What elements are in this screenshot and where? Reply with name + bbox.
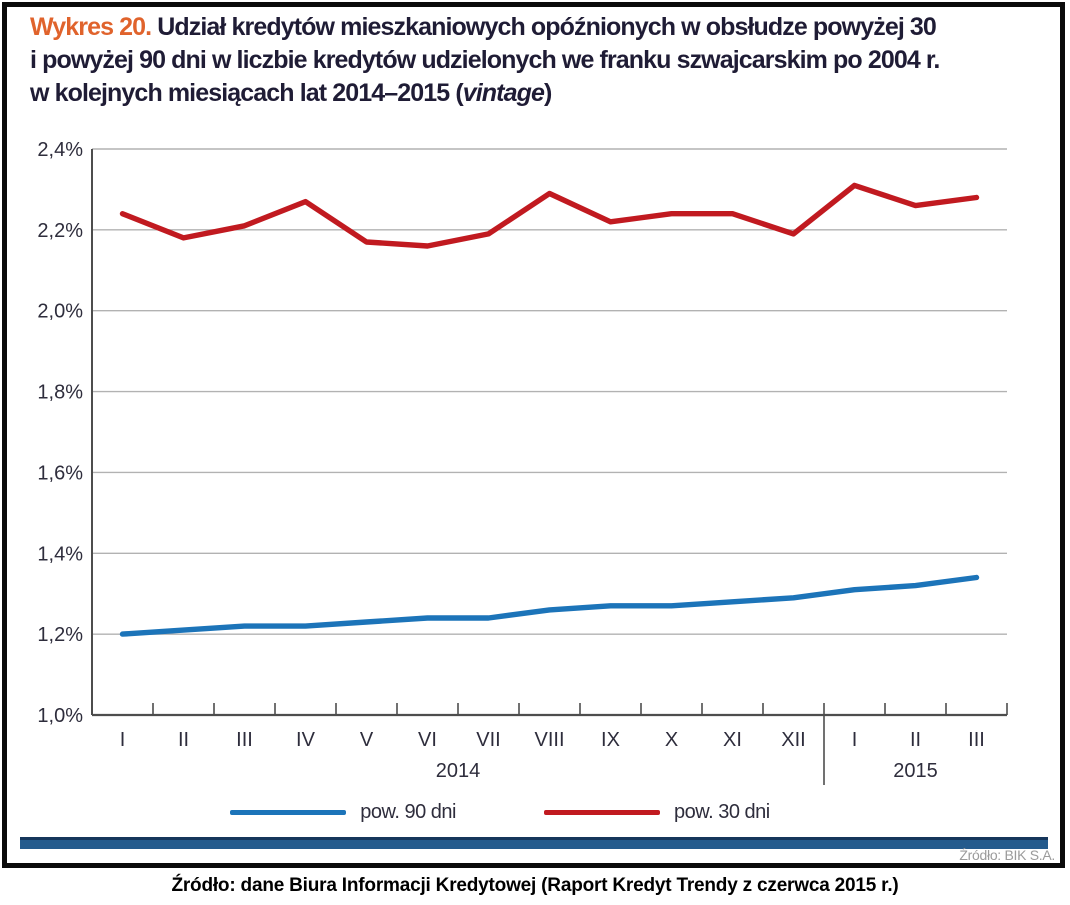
chart-legend: pow. 90 dni pow. 30 dni	[30, 799, 970, 825]
chart-title-line-1: Wykres 20. Udział kredytów mieszkaniowyc…	[30, 11, 1040, 44]
footer-navy-bar	[20, 837, 1048, 849]
chart-number: Wykres 20.	[30, 13, 152, 41]
figure-caption: Źródło: dane Biura Informacji Kredytowej…	[171, 875, 899, 896]
legend-swatch-red-line	[544, 809, 660, 815]
legend-label-pow-30-dni: pow. 30 dni	[674, 800, 770, 823]
chart-title-text-3a: w kolejnych miesiącach lat 2014–2015 (	[30, 79, 464, 107]
legend-item-pow-90-dni: pow. 90 dni	[230, 801, 456, 824]
chart-title-text-1: Udział kredytów mieszkaniowych opóźniony…	[157, 13, 937, 41]
legend-swatch-blue-line	[230, 809, 347, 815]
chart-title: Wykres 20. Udział kredytów mieszkaniowyc…	[30, 11, 1040, 110]
legend-item-pow-30-dni: pow. 30 dni	[544, 801, 770, 824]
figure-border-box	[2, 2, 1065, 868]
source-bik-label: Źródło: BIK S.A.	[959, 847, 1055, 863]
chart-title-line-3: w kolejnych miesiącach lat 2014–2015 (vi…	[30, 77, 1040, 110]
legend-label-pow-90-dni: pow. 90 dni	[360, 800, 456, 823]
chart-title-line-2: i powyżej 90 dni w liczbie kredytów udzi…	[30, 46, 940, 74]
chart-title-text-3b: )	[543, 79, 552, 107]
chart-title-vintage: vintage	[462, 79, 545, 107]
